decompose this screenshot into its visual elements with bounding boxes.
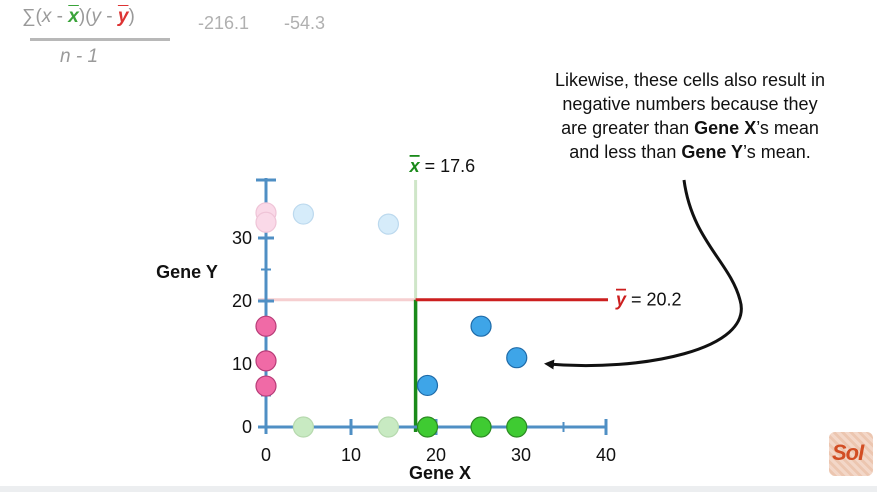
formula-minus: - — [51, 6, 69, 27]
callout-line: and less than Gene Y’s mean. — [520, 140, 860, 164]
x-tick-label: 10 — [341, 445, 361, 465]
data-point — [292, 416, 314, 438]
callout-line: are greater than Gene X’s mean — [520, 116, 860, 140]
formula-paren: ( — [35, 6, 42, 27]
data-point — [377, 416, 399, 438]
formula-y: y — [91, 6, 102, 27]
data-point — [506, 416, 528, 438]
callout-line: Likewise, these cells also result in — [554, 70, 826, 90]
mean-y-value: = 20.2 — [626, 290, 682, 310]
logo: SoI — [829, 432, 873, 476]
mean-x-label: x = 17.6 — [409, 156, 476, 176]
data-point — [255, 350, 277, 372]
x-tick-label: 0 — [261, 445, 271, 465]
x-axis-title: Gene X — [409, 463, 471, 483]
formula-minus: - — [101, 6, 118, 27]
formula-x: x — [41, 6, 52, 27]
y-axis-title: Gene Y — [156, 262, 218, 282]
callout-line: negative numbers because they — [562, 94, 818, 114]
mean-x-symbol: x — [409, 156, 421, 176]
formula-paren: ) — [128, 6, 135, 27]
mean-x-value: = 17.6 — [420, 156, 476, 176]
data-point — [255, 375, 277, 397]
callout-arrow — [544, 179, 743, 370]
data-point — [255, 211, 277, 233]
y-tick-label: 0 — [242, 417, 252, 437]
mean-y-symbol: y — [615, 290, 627, 310]
data-point — [377, 213, 399, 235]
formula-ybar: y — [117, 6, 129, 27]
data-point — [292, 203, 314, 225]
covariance-value-1: -216.1 — [198, 13, 250, 33]
formula-numerator: ∑(x - x)(y - y) — [22, 6, 135, 32]
callout-span: ’s mean — [756, 118, 819, 138]
x-tick-label: 40 — [596, 445, 616, 465]
data-point — [416, 416, 439, 438]
data-point — [470, 315, 492, 337]
mean-y-label: y = 20.2 — [615, 290, 682, 310]
logo-text: SoI — [832, 440, 864, 465]
y-tick-label: 10 — [232, 354, 252, 374]
callout-gene-y: Gene Y — [681, 142, 744, 162]
callout-gene-x: Gene X — [694, 118, 757, 138]
data-point — [506, 347, 528, 369]
callout-span: ’s mean. — [743, 142, 811, 162]
data-point — [416, 374, 439, 397]
formula-paren: )( — [78, 6, 92, 27]
bottom-bar — [0, 486, 877, 492]
callout-span: are greater than — [561, 118, 695, 138]
data-point — [470, 416, 492, 438]
callout-span: and less than — [569, 142, 682, 162]
covariance-formula: ∑(x - x)(y - y) n - 1 — [22, 6, 170, 67]
y-tick-label: 30 — [232, 228, 252, 248]
data-point — [255, 315, 277, 337]
fraction-bar — [30, 38, 170, 41]
x-tick-label: 30 — [511, 445, 531, 465]
callout-text: Likewise, these cells also result in neg… — [520, 68, 860, 164]
sigma-symbol: ∑ — [22, 6, 36, 27]
formula-xbar: x — [68, 6, 79, 27]
x-tick-label: 20 — [426, 445, 446, 465]
covariance-value-2: -54.3 — [284, 13, 326, 33]
y-tick-label: 20 — [232, 291, 252, 311]
formula-denominator: n - 1 — [60, 46, 99, 67]
